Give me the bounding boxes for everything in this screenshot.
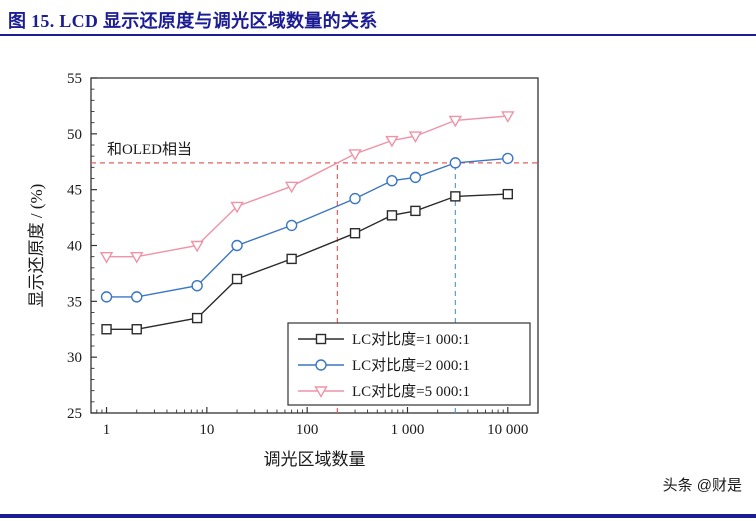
watermark: 头条 @财是 <box>662 477 742 494</box>
svg-text:1 000: 1 000 <box>391 422 425 438</box>
svg-text:45: 45 <box>67 183 82 199</box>
svg-text:40: 40 <box>67 239 82 255</box>
svg-text:100: 100 <box>296 422 319 438</box>
svg-text:10: 10 <box>199 422 214 438</box>
svg-text:10 000: 10 000 <box>487 422 528 438</box>
svg-text:25: 25 <box>67 406 82 422</box>
svg-text:显示还原度 / (%): 显示还原度 / (%) <box>27 184 46 308</box>
svg-text:1: 1 <box>103 422 111 438</box>
line-chart-canvas: 25 30 35 40 45 50 55 1 10 100 1 000 10 000 和OLED相当 LC… <box>27 71 539 469</box>
bottom-divider <box>0 514 756 518</box>
chart: 25 30 35 40 45 50 55 1 10 100 1 000 10 000 和OLED相当 LC… <box>26 50 686 490</box>
svg-text:35: 35 <box>67 294 82 310</box>
svg-text:LC对比度=1 000:1: LC对比度=1 000:1 <box>352 331 470 348</box>
svg-text:30: 30 <box>67 350 82 366</box>
svg-text:和OLED相当: 和OLED相当 <box>107 141 192 158</box>
title-divider <box>0 34 756 36</box>
svg-text:调光区域数量: 调光区域数量 <box>264 450 366 469</box>
svg-text:50: 50 <box>67 127 82 143</box>
svg-text:LC对比度=2 000:1: LC对比度=2 000:1 <box>352 357 470 374</box>
svg-text:LC对比度=5 000:1: LC对比度=5 000:1 <box>352 383 470 400</box>
svg-text:55: 55 <box>67 71 82 87</box>
figure-title: 图 15. LCD 显示还原度与调光区域数量的关系 <box>8 11 378 31</box>
